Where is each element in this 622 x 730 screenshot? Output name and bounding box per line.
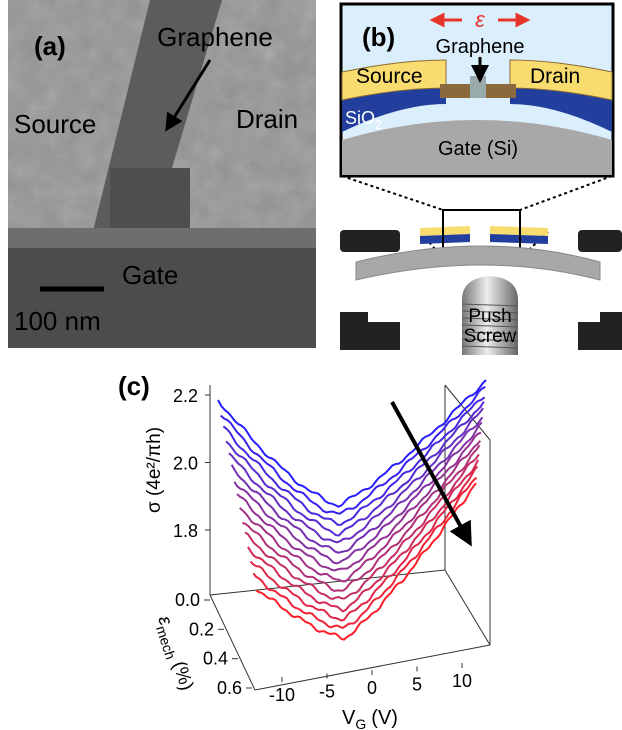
y-tick-label: 1.8 <box>173 521 198 541</box>
label-gate: Gate <box>122 260 178 290</box>
pointer-arrow <box>165 59 212 132</box>
gate-edge <box>8 228 316 250</box>
panel-label: (c) <box>118 371 150 401</box>
oxide-subscript: 2 <box>375 117 382 132</box>
curve <box>252 476 478 630</box>
graphene-channel <box>470 76 486 98</box>
oxide-text: SiO <box>345 108 375 128</box>
curve <box>222 396 486 526</box>
z-subscript: mech <box>153 624 179 662</box>
y-axis-label: σ (4e²/πh) <box>144 427 165 513</box>
clamp <box>578 312 622 350</box>
z-tick-label: 0.0 <box>175 590 200 610</box>
y-tick-label: 2.0 <box>173 454 198 474</box>
x-symbol: V <box>342 707 356 729</box>
x-tick-label: -5 <box>319 682 335 702</box>
curve <box>230 416 484 554</box>
panel-c: (c) σ (4e²/πh) εmech(%) VG (V) 1.82.02.20… <box>118 371 491 730</box>
mini-source <box>420 226 470 236</box>
label-graphene: Graphene <box>157 22 273 52</box>
label-gate: Gate (Si) <box>438 138 518 160</box>
oxide-right <box>510 86 612 132</box>
curve <box>220 386 486 515</box>
x-tick-label: -10 <box>269 685 295 705</box>
x-tick-label: 5 <box>412 675 422 695</box>
panel-label: (b) <box>362 22 395 52</box>
curve <box>217 379 487 508</box>
curve <box>247 459 479 613</box>
strain-symbol: ε <box>475 7 485 32</box>
label-oxide: SiO2 <box>345 108 382 132</box>
label-drain: Drain <box>236 104 298 134</box>
oxide-left <box>342 86 446 132</box>
y-tick-label: 2.2 <box>173 386 198 406</box>
panel-b: ε Graphene (b) Source Drain SiO2 Gate (S… <box>339 2 622 355</box>
substrate-beam <box>355 245 601 281</box>
curve <box>255 482 477 641</box>
mini-oxide <box>420 234 470 244</box>
x-subscript: G <box>355 716 366 730</box>
clamp <box>578 230 622 252</box>
label-push: Push <box>468 306 511 327</box>
zoom-line <box>519 175 613 211</box>
panel-a: (a) Graphene Source Drain Gate 100 nm <box>8 0 316 348</box>
clamp <box>340 312 400 350</box>
z-tick-label: 0.6 <box>217 678 242 698</box>
x-unit: (V) <box>371 707 398 729</box>
x-tick-label: 0 <box>367 678 377 698</box>
panel-label: (a) <box>34 31 66 61</box>
gate-region <box>8 248 316 348</box>
plot-box <box>209 384 491 691</box>
label-screw: Screw <box>464 326 517 347</box>
label-graphene: Graphene <box>436 36 525 58</box>
curve <box>233 421 483 565</box>
x-tick-label: 10 <box>452 671 472 691</box>
push-screw <box>462 276 518 355</box>
scale-bar-label: 100 nm <box>14 306 101 336</box>
z-tick-label: 0.2 <box>189 619 214 639</box>
clamp <box>340 230 400 252</box>
screw-threads <box>461 303 519 349</box>
curve <box>236 431 482 572</box>
z-unit: (%) <box>168 659 197 694</box>
gate-si <box>342 120 612 175</box>
curve <box>244 453 480 600</box>
graphene-contact <box>110 168 190 236</box>
z-tick-label: 0.4 <box>203 649 228 669</box>
trend-arrow <box>390 401 472 547</box>
curve <box>242 444 481 592</box>
x-axis-label: VG (V) <box>342 707 398 730</box>
curve <box>225 401 485 537</box>
curve <box>249 465 479 622</box>
label-source: Source <box>356 65 423 88</box>
zoom-line <box>341 175 444 211</box>
label-source: Source <box>14 109 96 139</box>
label-drain: Drain <box>530 65 580 88</box>
curves <box>217 379 487 641</box>
curve <box>228 407 484 544</box>
